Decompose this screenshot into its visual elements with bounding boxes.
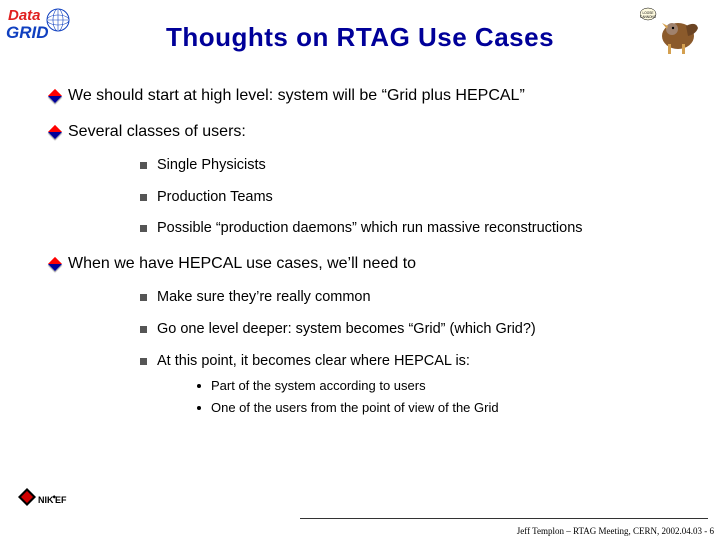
loose-cannons-logo: LOOSE CANNONS — [640, 6, 710, 61]
datagrid-logo: Data GRID — [6, 6, 76, 46]
diamond-bullet-icon — [48, 89, 62, 103]
sub-sub-list: Part of the system according to users On… — [197, 377, 700, 416]
square-bullet-icon — [140, 358, 147, 365]
bullet-l1: Several classes of users: — [50, 121, 700, 143]
bullet-l1: We should start at high level: system wi… — [50, 85, 700, 107]
svg-text:Data: Data — [8, 7, 41, 24]
bullet-l2: Production Teams — [140, 188, 700, 208]
bullet-l2-text: At this point, it becomes clear where HE… — [157, 352, 700, 372]
svg-text:CANNONS: CANNONS — [640, 15, 656, 19]
square-bullet-icon — [140, 194, 147, 201]
slide: Data GRID LOOSE CANNONS Thoughts on RTAG… — [0, 0, 720, 540]
bullet-l2: Single Physicists — [140, 156, 700, 176]
slide-title: Thoughts on RTAG Use Cases — [0, 0, 720, 53]
square-bullet-icon — [140, 326, 147, 333]
bullet-l3: Part of the system according to users — [197, 377, 700, 395]
bullet-l1-text: When we have HEPCAL use cases, we’ll nee… — [68, 253, 700, 275]
bullet-l2: Make sure they’re really common — [140, 288, 700, 308]
dot-bullet-icon — [197, 384, 201, 388]
bullet-l2-text: Single Physicists — [157, 156, 266, 176]
bullet-l2-text: Production Teams — [157, 188, 273, 208]
bullet-l1-text: Several classes of users: — [68, 121, 700, 143]
bullet-l1-text: We should start at high level: system wi… — [68, 85, 700, 107]
square-bullet-icon — [140, 162, 147, 169]
sub-list: Make sure they’re really common Go one l… — [140, 288, 700, 420]
dot-bullet-icon — [197, 406, 201, 410]
bullet-l1: When we have HEPCAL use cases, we’ll nee… — [50, 253, 700, 275]
bullet-l2-text: Possible “production daemons” which run … — [157, 219, 583, 239]
bullet-l3-text: One of the users from the point of view … — [211, 399, 499, 417]
slide-content: We should start at high level: system wi… — [0, 85, 720, 420]
nikhef-logo: NIK EF — [16, 486, 76, 512]
bullet-l3-text: Part of the system according to users — [211, 377, 426, 395]
square-bullet-icon — [140, 225, 147, 232]
svg-text:NIK: NIK — [38, 495, 54, 505]
bullet-l2-text: Make sure they’re really common — [157, 288, 371, 308]
bullet-l2: At this point, it becomes clear where HE… — [140, 352, 700, 421]
square-bullet-icon — [140, 294, 147, 301]
svg-text:GRID: GRID — [6, 23, 49, 42]
svg-text:EF: EF — [55, 495, 67, 505]
footer-text: Jeff Templon – RTAG Meeting, CERN, 2002.… — [517, 526, 714, 536]
bullet-l2-wrap: At this point, it becomes clear where HE… — [157, 352, 700, 421]
bullet-l2-text: Go one level deeper: system becomes “Gri… — [157, 320, 536, 340]
diamond-bullet-icon — [48, 257, 62, 271]
sub-list: Single Physicists Production Teams Possi… — [140, 156, 700, 239]
footer-divider — [300, 518, 708, 519]
bullet-l2: Possible “production daemons” which run … — [140, 219, 700, 239]
bullet-l3: One of the users from the point of view … — [197, 399, 700, 417]
diamond-bullet-icon — [48, 125, 62, 139]
bullet-l2: Go one level deeper: system becomes “Gri… — [140, 320, 700, 340]
